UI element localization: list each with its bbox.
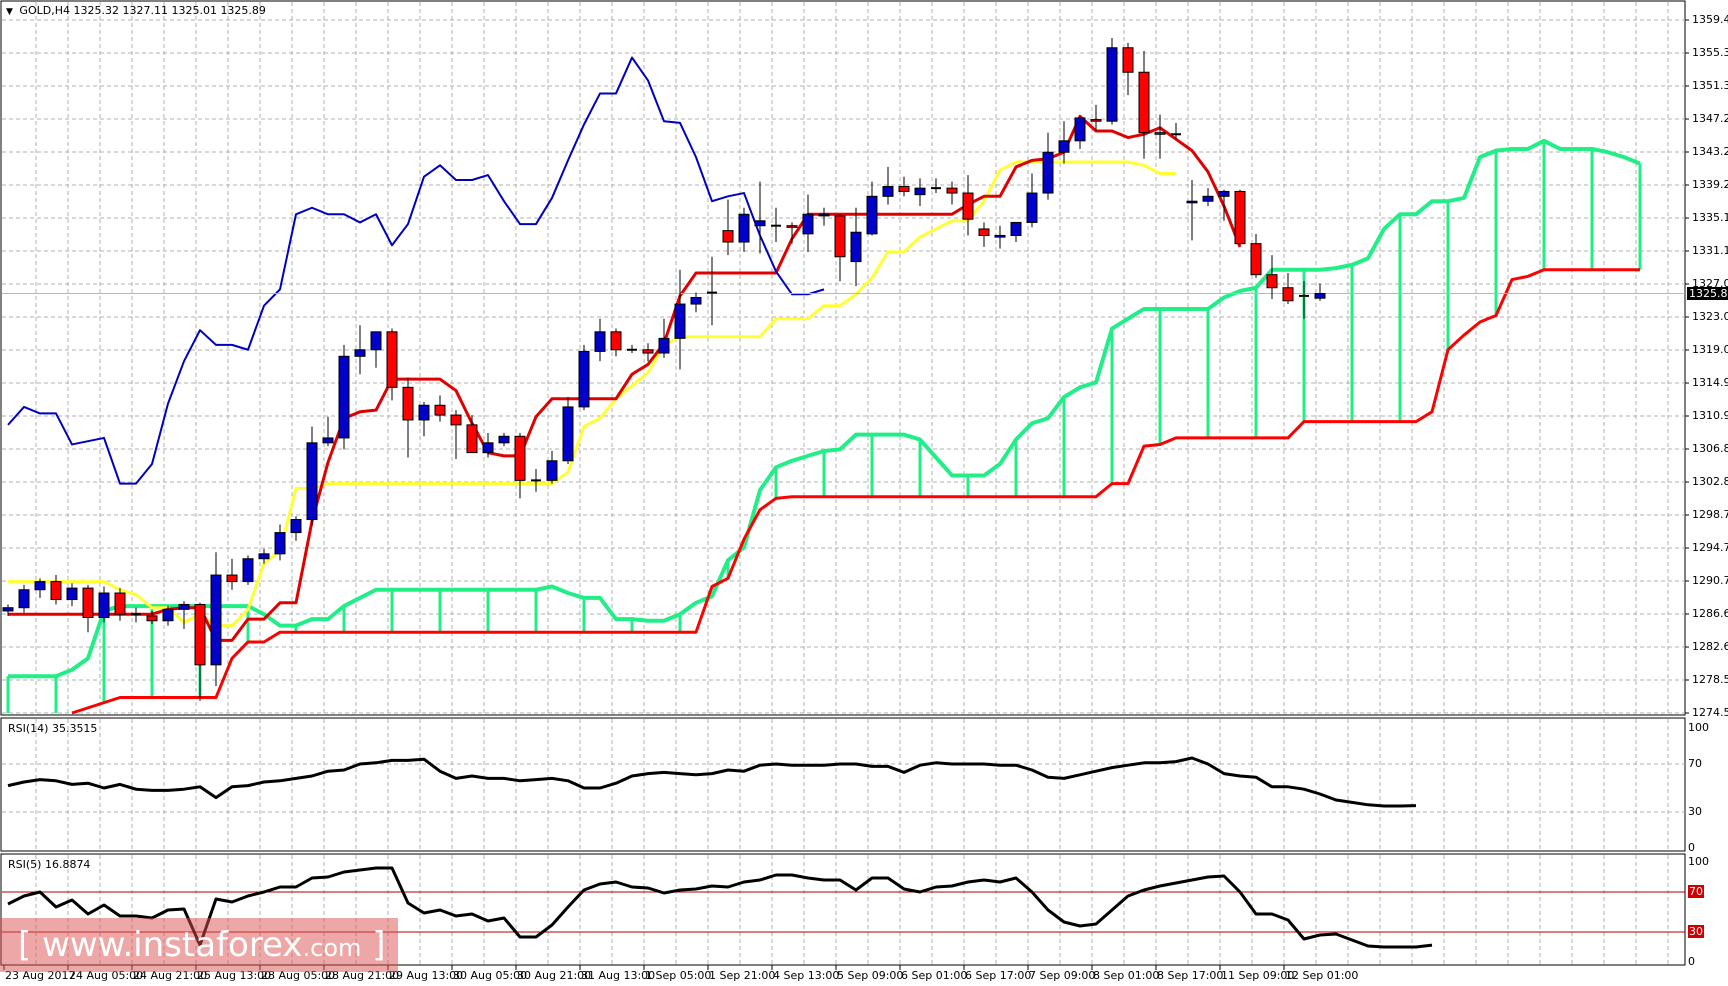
rsi-tick: 100 [1688, 721, 1709, 734]
rsi-tick: 100 [1688, 855, 1709, 868]
time-tick: 28 Aug 21:00 [325, 969, 400, 982]
time-tick: 7 Sep 09:00 [1029, 969, 1096, 982]
price-tick: 1274.50 [1692, 706, 1728, 719]
price-tick: 1314.90 [1692, 376, 1728, 389]
price-tick: 1335.10 [1692, 211, 1728, 224]
time-tick: 28 Aug 05:00 [261, 969, 336, 982]
time-tick: 6 Sep 01:00 [901, 969, 968, 982]
price-tick: 1294.70 [1692, 541, 1728, 554]
price-tick: 1298.70 [1692, 508, 1728, 521]
price-tick: 1359.40 [1692, 13, 1728, 26]
price-tick: 1302.80 [1692, 475, 1728, 488]
time-tick: 29 Aug 13:00 [389, 969, 464, 982]
price-tick: 1331.10 [1692, 244, 1728, 257]
rsi-tick: 70 [1688, 885, 1704, 898]
time-tick: 24 Aug 21:00 [133, 969, 208, 982]
chart-header: ▼ GOLD,H4 1325.32 1327.11 1325.01 1325.8… [6, 4, 266, 17]
price-tick: 1290.70 [1692, 574, 1728, 587]
time-tick: 30 Aug 21:00 [517, 969, 592, 982]
price-tick: 1278.50 [1692, 673, 1728, 686]
rsi-tick: 30 [1688, 805, 1702, 818]
collapse-triangle-icon[interactable]: ▼ [6, 7, 13, 17]
price-tick: 1339.20 [1692, 178, 1728, 191]
time-tick: 8 Sep 01:00 [1093, 969, 1160, 982]
price-tick: 1355.30 [1692, 46, 1728, 59]
rsi-tick: 0 [1688, 955, 1695, 968]
price-tick: 1351.30 [1692, 79, 1728, 92]
price-tick: 1306.80 [1692, 442, 1728, 455]
time-tick: 8 Sep 17:00 [1157, 969, 1224, 982]
time-tick: 1 Sep 05:00 [645, 969, 712, 982]
price-tick: 1319.00 [1692, 343, 1728, 356]
time-tick: 23 Aug 2017 [5, 969, 76, 982]
time-tick: 24 Aug 05:00 [69, 969, 144, 982]
time-tick: 30 Aug 05:00 [453, 969, 528, 982]
time-tick: 5 Sep 09:00 [837, 969, 904, 982]
time-tick: 6 Sep 17:00 [965, 969, 1032, 982]
time-tick: 1 Sep 21:00 [709, 969, 776, 982]
price-tick: 1286.60 [1692, 607, 1728, 620]
price-tick: 1310.90 [1692, 409, 1728, 422]
time-tick: 12 Sep 01:00 [1285, 969, 1359, 982]
ohlc-values: 1325.32 1327.11 1325.01 1325.89 [73, 4, 266, 17]
price-tick: 1343.20 [1692, 145, 1728, 158]
time-tick: 31 Aug 13:00 [581, 969, 656, 982]
symbol-label: GOLD,H4 [19, 4, 70, 17]
rsi-tick: 0 [1688, 841, 1695, 854]
rsi14-title: RSI(14) 35.3515 [8, 722, 98, 735]
price-tick: 1347.20 [1692, 112, 1728, 125]
time-tick: 4 Sep 13:00 [773, 969, 840, 982]
watermark: [ www.instaforex.com ] [0, 918, 398, 972]
time-tick: 11 Sep 09:00 [1221, 969, 1295, 982]
current-price-tag: 1325.89 [1687, 286, 1728, 300]
rsi-tick: 70 [1688, 757, 1702, 770]
price-tick: 1323.00 [1692, 310, 1728, 323]
price-tick: 1282.60 [1692, 640, 1728, 653]
rsi5-title: RSI(5) 16.8874 [8, 858, 91, 871]
time-tick: 25 Aug 13:00 [197, 969, 272, 982]
rsi-tick: 30 [1688, 925, 1704, 938]
